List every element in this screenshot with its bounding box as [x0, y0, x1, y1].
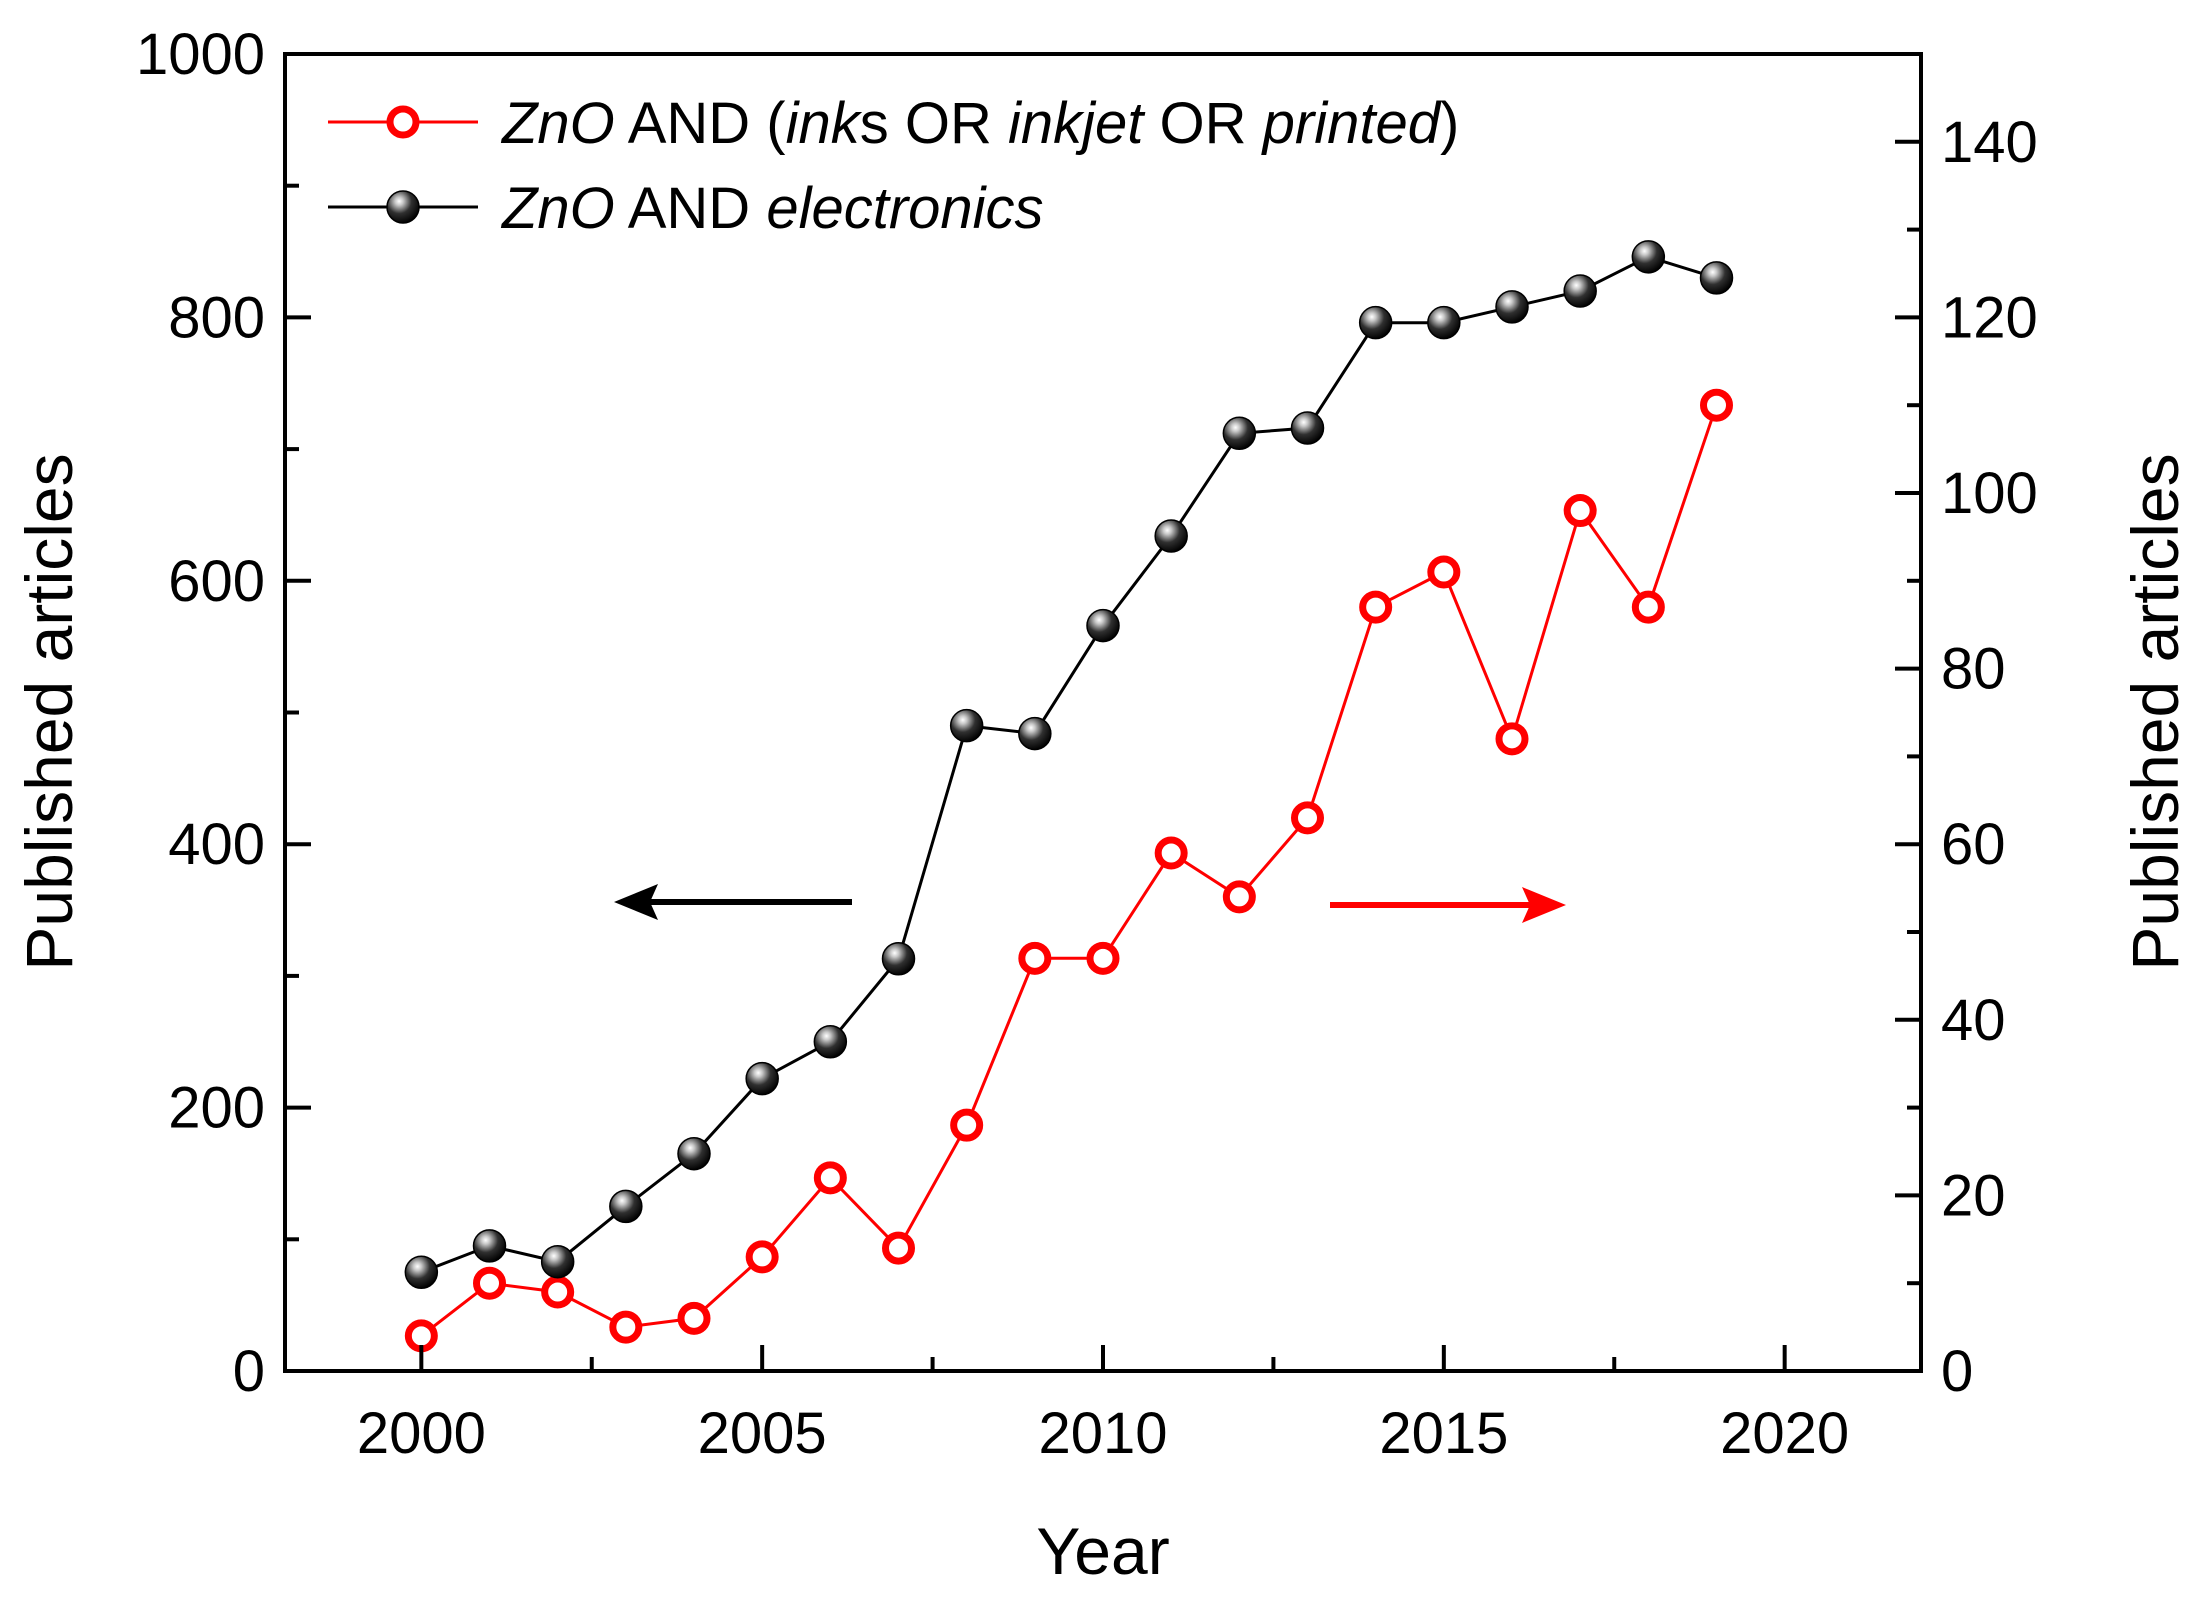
y-left-tick-label: 1000 [136, 22, 265, 87]
legend-label-part: OR [1143, 91, 1262, 156]
y-right-tick-label: 140 [1941, 110, 2038, 175]
x-tick-label: 2005 [698, 1401, 827, 1466]
series-markers [404, 240, 1734, 1353]
series-line-1 [420, 255, 1717, 1274]
data-point [677, 1301, 711, 1335]
left-axis-arrow [614, 884, 852, 920]
legend-label-part: ZnO [500, 91, 615, 156]
x-axis-title: Year [1036, 1514, 1169, 1588]
y-right-tick-label: 80 [1941, 637, 2006, 702]
data-point [1154, 836, 1188, 870]
data-point [1222, 880, 1256, 914]
data-point [472, 1229, 507, 1263]
data-point [540, 1244, 575, 1279]
y-axis-right-title: Published articles [2118, 453, 2192, 970]
y-right-tick-label: 120 [1941, 285, 2038, 350]
data-point [1222, 416, 1257, 451]
data-point [813, 1025, 848, 1059]
data-point [473, 1266, 506, 1300]
y-right-tick-label: 100 [1941, 461, 2038, 526]
legend-label-1: ZnO AND electronics [500, 176, 1044, 241]
y-right-tick-label: 60 [1941, 812, 2006, 877]
data-point [1699, 261, 1734, 295]
data-point [1154, 519, 1188, 553]
legend-label-part: printed [1261, 91, 1442, 156]
x-tick-label: 2010 [1038, 1401, 1167, 1466]
data-point [1563, 274, 1597, 308]
data-point [1495, 290, 1529, 324]
data-point [1427, 555, 1461, 589]
legend-label-part: electronics [766, 176, 1043, 241]
data-point [1631, 240, 1666, 274]
data-point [677, 1136, 711, 1171]
data-point [541, 1275, 575, 1309]
legend-label-part: ) [1440, 91, 1459, 156]
data-point [882, 1231, 915, 1265]
data-point [881, 942, 916, 976]
data-point [1290, 411, 1325, 445]
y-right-tick-label: 20 [1941, 1163, 2006, 1228]
series-lines [420, 255, 1718, 1338]
y-left-tick-label: 0 [233, 1339, 265, 1404]
y-right-tick-label: 0 [1941, 1339, 1973, 1404]
y-axis-left: 0 200 400 600 800 1000 [136, 22, 311, 1404]
data-point [1359, 590, 1393, 624]
legend-label-part: s OR [860, 91, 1008, 156]
y-left-tick-label: 800 [168, 285, 265, 350]
data-point [745, 1061, 779, 1096]
legend-label-part: AND [615, 176, 767, 241]
plot-frame [283, 52, 1923, 1373]
legend: ZnO AND (inks OR inkjet OR printed)ZnO A… [328, 91, 1459, 241]
data-point [1631, 590, 1665, 624]
data-point [609, 1310, 643, 1344]
data-point [1427, 305, 1461, 340]
x-tick-label: 2015 [1379, 1401, 1508, 1466]
right-axis-arrow [1330, 887, 1566, 923]
data-point [609, 1189, 643, 1224]
data-point [1086, 941, 1120, 975]
data-point [1700, 388, 1733, 422]
data-point [404, 1319, 438, 1353]
legend-marker [386, 105, 420, 139]
data-point [950, 1108, 984, 1142]
x-tick-label: 2020 [1720, 1401, 1849, 1466]
data-point [745, 1240, 779, 1274]
data-point [1358, 305, 1393, 340]
data-point [1291, 801, 1324, 835]
data-point [1086, 608, 1120, 643]
legend-label-part: ZnO [500, 176, 615, 241]
y-left-tick-label: 400 [168, 812, 265, 877]
data-point [813, 1161, 847, 1195]
y-left-tick-label: 200 [168, 1076, 265, 1141]
data-point [1495, 722, 1529, 756]
legend-label-part: ink [786, 91, 863, 156]
x-axis: 2000 2005 2010 2015 2020 [357, 1345, 1849, 1466]
legend-label-part: AND ( [615, 91, 786, 156]
y-right-tick-label: 40 [1941, 988, 2006, 1053]
data-point [1018, 941, 1052, 975]
legend-marker [386, 190, 420, 224]
data-point [949, 708, 984, 743]
y-axis-left-title: Published articles [12, 453, 86, 970]
data-point [404, 1255, 439, 1289]
x-tick-label: 2000 [357, 1401, 486, 1466]
data-point [1018, 716, 1052, 751]
legend-label-part: inkjet [1008, 91, 1146, 156]
legend-label-0: ZnO AND (inks OR inkjet OR printed) [500, 91, 1459, 156]
data-point [1563, 494, 1597, 528]
y-axis-right: 0 20 40 60 80 100 120 140 [1895, 110, 2038, 1404]
y-left-tick-label: 600 [168, 549, 265, 614]
